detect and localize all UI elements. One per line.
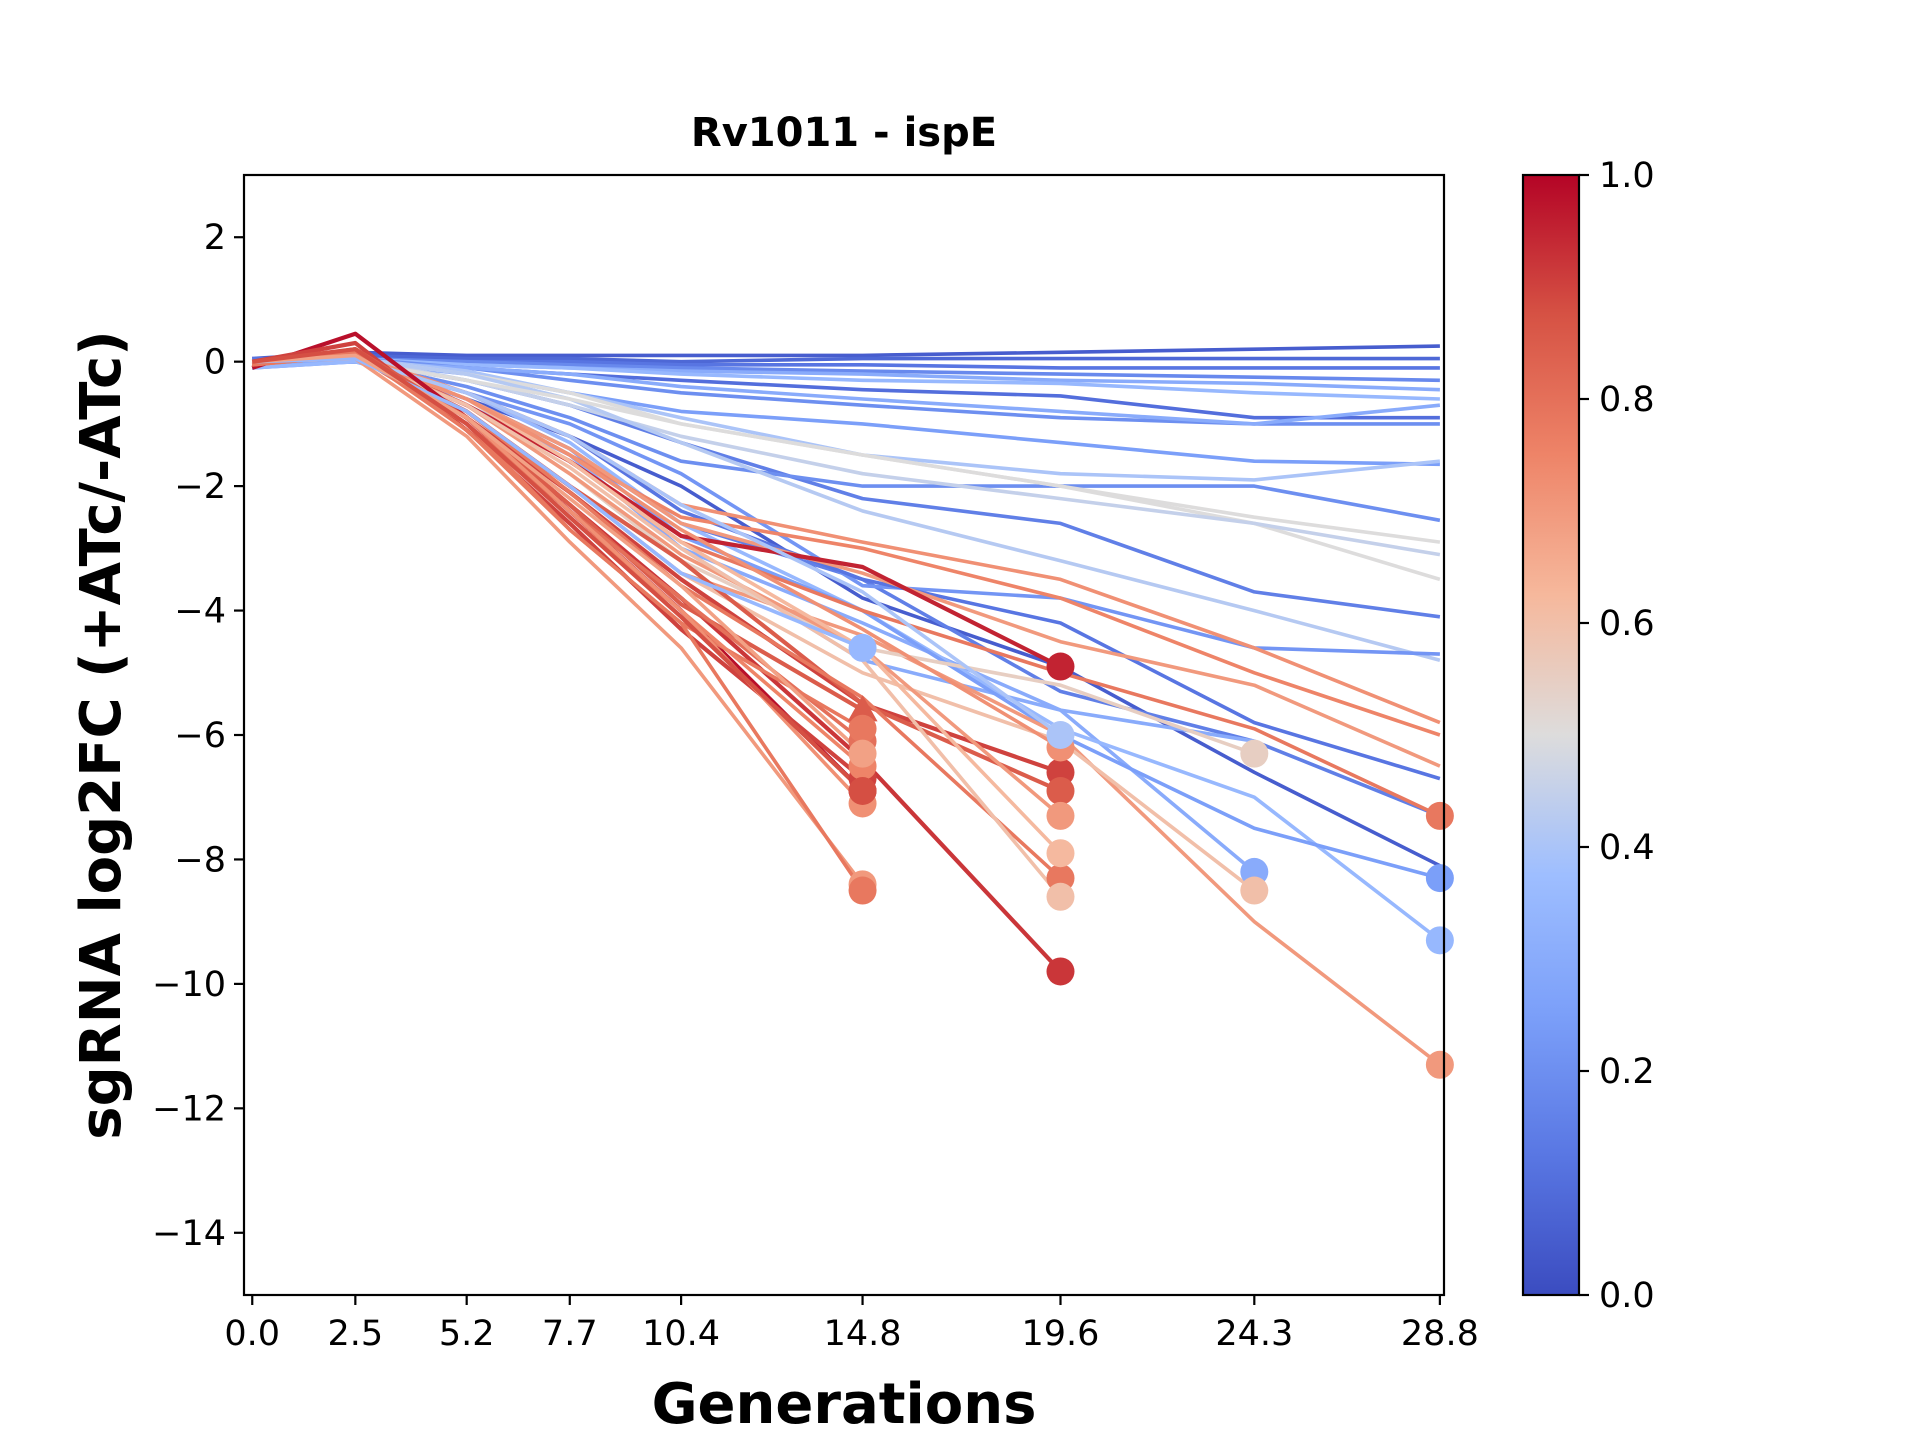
x-ticks: 0.0 2.5 5.2 7.7 10.4 14.8 19.6 24.3 28.8 [224, 1295, 1479, 1354]
series-line-51 [252, 356, 864, 650]
series-end-marker-53 [848, 777, 877, 805]
x-axis-label: Generations [652, 1372, 1037, 1437]
y-tick-label: −4 [174, 592, 226, 632]
x-tick-label: 28.8 [1401, 1314, 1479, 1354]
colorbar-tick-label: 0.2 [1599, 1052, 1655, 1092]
y-tick-label: −8 [174, 840, 226, 880]
y-tick-label: −12 [152, 1089, 226, 1129]
colorbar-ticks: 0.0 0.2 0.4 0.6 0.8 1.0 [1579, 156, 1655, 1316]
x-tick-label: 2.5 [328, 1314, 384, 1354]
x-tick-label: 14.8 [824, 1314, 902, 1354]
y-tick-label: 2 [204, 218, 226, 258]
series-end-marker-39 [1046, 882, 1075, 911]
y-ticks: 2 0 −2 −4 −6 −8 −10 −12 −14 [152, 218, 244, 1254]
y-tick-label: −10 [152, 965, 226, 1005]
series-end-marker-31 [1240, 876, 1269, 905]
x-tick-label: 7.7 [542, 1314, 598, 1354]
x-tick-label: 19.6 [1022, 1314, 1100, 1354]
series-end-marker-28 [1425, 801, 1454, 830]
series-end-marker-29 [1425, 1050, 1454, 1079]
series-line-43 [251, 340, 864, 781]
series-end-marker-24 [1425, 864, 1454, 893]
y-tick-label: −2 [174, 467, 226, 507]
colorbar-tick-label: 0.0 [1599, 1276, 1655, 1316]
colorbar-tick-label: 1.0 [1599, 156, 1655, 196]
colorbar-tick-label: 0.8 [1599, 380, 1655, 420]
series-end-marker-32 [1046, 652, 1075, 681]
series-line-1 [252, 353, 1440, 364]
x-tick-label: 5.2 [439, 1314, 495, 1354]
series-end-marker-50 [848, 876, 877, 905]
series-end-marker-38 [1046, 839, 1075, 868]
series-line-40 [252, 353, 1062, 749]
series-end-marker-46 [848, 714, 877, 743]
x-tick-label: 10.4 [642, 1314, 720, 1354]
series-end-marker-51 [848, 633, 877, 662]
series-end-marker-52 [848, 739, 877, 768]
series-line-53 [251, 347, 865, 793]
series-end-marker-44 [847, 695, 878, 722]
colorbar-tick-label: 0.4 [1599, 828, 1655, 868]
colorbar-tick-label: 0.6 [1599, 604, 1655, 644]
series-end-marker-34 [1046, 957, 1075, 986]
series-line-0 [252, 344, 1440, 361]
series-line-39 [252, 356, 1062, 898]
series-end-marker-41 [1046, 721, 1075, 749]
series-line-14 [252, 356, 1441, 557]
y-tick-label: −14 [152, 1214, 226, 1254]
chart-title: Rv1011 - ispE [691, 110, 997, 156]
series-end-marker-23 [1425, 926, 1454, 955]
y-tick-label: 0 [204, 343, 226, 383]
series-end-marker-35 [1046, 777, 1075, 805]
y-axis-label: sgRNA log2FC (+ATc/-ATc) [69, 330, 134, 1140]
x-tick-label: 0.0 [224, 1314, 280, 1354]
colorbar [1521, 173, 1581, 1297]
plot-markers [847, 633, 1454, 1079]
series-end-marker-37 [1046, 801, 1075, 830]
y-tick-label: −6 [174, 716, 226, 756]
series-end-marker-30 [1240, 739, 1269, 768]
plot-lines [251, 331, 1441, 1067]
series-line-52 [252, 353, 864, 756]
x-tick-label: 24.3 [1215, 1314, 1293, 1354]
